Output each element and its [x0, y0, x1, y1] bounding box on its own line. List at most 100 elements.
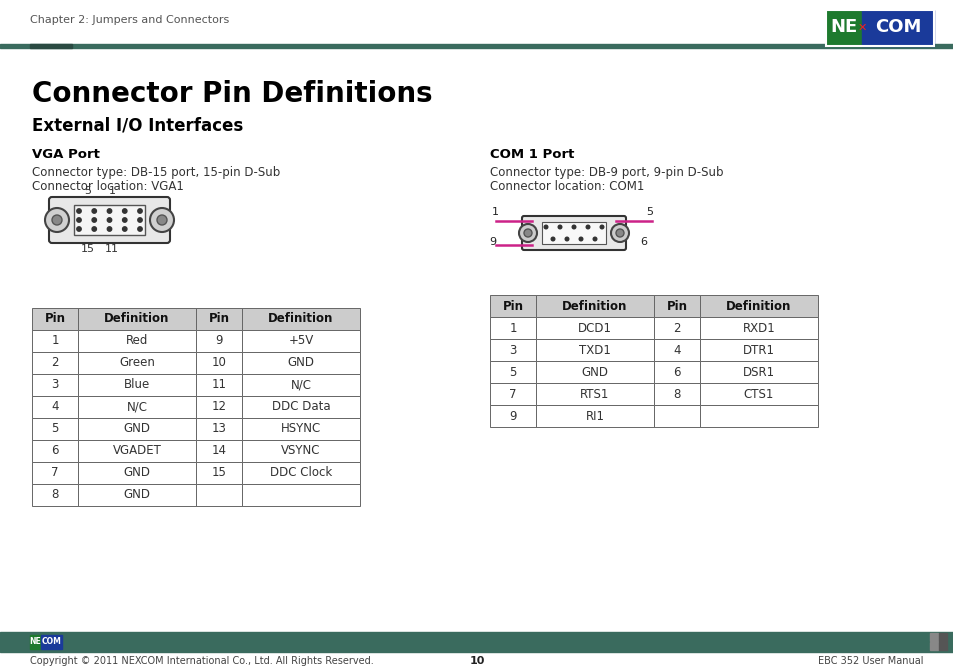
Text: 11: 11 — [212, 378, 226, 392]
Text: DDC Clock: DDC Clock — [270, 466, 332, 480]
Text: DTR1: DTR1 — [742, 343, 774, 357]
Bar — [242, 352, 359, 374]
Bar — [242, 418, 359, 440]
Text: 1: 1 — [109, 186, 115, 196]
Bar — [242, 462, 359, 484]
Text: 3: 3 — [509, 343, 517, 357]
Text: 9: 9 — [489, 237, 496, 247]
Bar — [700, 317, 817, 339]
Text: 2: 2 — [51, 357, 59, 370]
Text: VGADET: VGADET — [112, 444, 161, 458]
Text: 7: 7 — [51, 466, 59, 480]
Bar — [654, 361, 700, 383]
Circle shape — [91, 209, 96, 213]
Bar — [30, 635, 41, 649]
Bar — [700, 405, 817, 427]
Text: Green: Green — [119, 357, 154, 370]
Bar — [700, 361, 817, 383]
Text: GND: GND — [123, 466, 151, 480]
Circle shape — [122, 227, 127, 231]
Bar — [825, 10, 861, 46]
Bar — [32, 308, 78, 330]
Text: GND: GND — [581, 366, 608, 378]
Text: DCD1: DCD1 — [578, 321, 612, 335]
Circle shape — [91, 227, 96, 231]
Circle shape — [77, 218, 81, 222]
Text: Blue: Blue — [124, 378, 150, 392]
Bar — [32, 396, 78, 418]
Circle shape — [551, 237, 555, 241]
Bar — [490, 339, 536, 361]
Circle shape — [137, 209, 142, 213]
Circle shape — [558, 225, 561, 228]
Bar — [195, 308, 242, 330]
Text: Pin: Pin — [209, 312, 230, 325]
Bar — [74, 205, 145, 235]
Text: CTS1: CTS1 — [743, 388, 774, 401]
Text: 1: 1 — [492, 207, 498, 217]
Bar — [536, 383, 654, 405]
Text: Definition: Definition — [104, 312, 170, 325]
Text: +5V: +5V — [288, 335, 314, 347]
Bar — [195, 462, 242, 484]
Bar — [32, 330, 78, 352]
Bar — [490, 383, 536, 405]
Bar — [78, 418, 195, 440]
Bar — [195, 418, 242, 440]
Bar — [32, 374, 78, 396]
Text: 4: 4 — [673, 343, 680, 357]
Bar — [78, 330, 195, 352]
Text: 5: 5 — [51, 423, 59, 435]
Bar — [536, 295, 654, 317]
Text: GND: GND — [123, 423, 151, 435]
Bar — [536, 317, 654, 339]
Text: NE: NE — [829, 18, 857, 36]
Bar — [490, 405, 536, 427]
Circle shape — [599, 225, 603, 228]
Text: 5: 5 — [645, 207, 652, 217]
Bar — [78, 374, 195, 396]
Text: Connector location: COM1: Connector location: COM1 — [490, 180, 643, 193]
Bar — [700, 295, 817, 317]
Text: Copyright © 2011 NEXCOM International Co., Ltd. All Rights Reserved.: Copyright © 2011 NEXCOM International Co… — [30, 656, 374, 666]
Bar — [32, 484, 78, 506]
Text: Connector Pin Definitions: Connector Pin Definitions — [32, 80, 432, 108]
Bar — [654, 339, 700, 361]
Text: COM: COM — [41, 638, 61, 646]
Circle shape — [137, 227, 142, 231]
Bar — [195, 374, 242, 396]
Bar — [195, 330, 242, 352]
Bar — [536, 339, 654, 361]
Text: 15: 15 — [212, 466, 226, 480]
Text: RXD1: RXD1 — [741, 321, 775, 335]
Text: 2: 2 — [673, 321, 680, 335]
Text: Pin: Pin — [502, 300, 523, 312]
Text: DSR1: DSR1 — [742, 366, 774, 378]
Bar — [938, 633, 946, 641]
FancyBboxPatch shape — [521, 216, 625, 250]
Circle shape — [564, 237, 568, 241]
Bar — [536, 405, 654, 427]
Text: External I/O Interfaces: External I/O Interfaces — [32, 116, 243, 134]
Bar — [490, 295, 536, 317]
Text: TXD1: TXD1 — [578, 343, 610, 357]
Circle shape — [77, 209, 81, 213]
Text: DDC Data: DDC Data — [272, 401, 330, 413]
Text: 7: 7 — [509, 388, 517, 401]
Text: HSYNC: HSYNC — [280, 423, 321, 435]
Text: Connector type: DB-9 port, 9-pin D-Sub: Connector type: DB-9 port, 9-pin D-Sub — [490, 166, 722, 179]
Bar — [32, 352, 78, 374]
Bar — [78, 440, 195, 462]
Bar — [195, 440, 242, 462]
Bar — [242, 330, 359, 352]
Bar — [78, 352, 195, 374]
Circle shape — [107, 227, 112, 231]
Bar — [929, 633, 937, 641]
Text: 10: 10 — [469, 656, 484, 666]
Text: COM 1 Port: COM 1 Port — [490, 148, 574, 161]
Text: NE: NE — [30, 638, 41, 646]
Bar — [490, 317, 536, 339]
Circle shape — [157, 215, 167, 225]
Text: Connector location: VGA1: Connector location: VGA1 — [32, 180, 184, 193]
Circle shape — [593, 237, 597, 241]
